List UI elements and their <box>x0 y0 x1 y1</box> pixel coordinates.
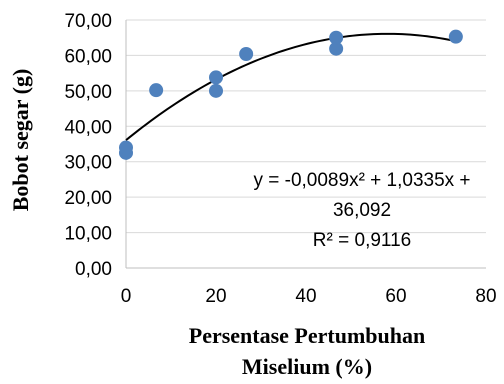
x-tick-label: 40 <box>295 286 316 307</box>
trendline-curve <box>125 32 457 141</box>
data-point <box>329 41 344 56</box>
data-point <box>119 140 133 155</box>
y-tick-label: 30,00 <box>64 153 112 174</box>
data-point <box>329 30 344 45</box>
y-tick-label: 40,00 <box>64 117 112 138</box>
y-tick-labels: 0,00 10,00 20,00 30,00 40,00 50,00 60,00 70,00 <box>64 11 112 280</box>
data-point <box>239 47 254 62</box>
plot-area <box>125 20 486 269</box>
x-tick-label: 20 <box>205 286 226 307</box>
data-point <box>209 70 223 85</box>
x-axis-title-line-2: Miselium (%) <box>242 354 372 379</box>
x-tick-labels: 0 20 40 60 80 <box>121 286 497 307</box>
y-tick-label: 0,00 <box>75 259 112 280</box>
x-axis-title-line-1: Persentase Pertumbuhan <box>189 323 425 348</box>
y-tick-label: 20,00 <box>64 188 112 209</box>
x-tick-label: 80 <box>475 286 496 307</box>
grid-lines <box>126 19 486 269</box>
y-axis-title: Bobot segar (g) <box>8 69 33 212</box>
data-point <box>149 83 164 98</box>
y-tick-label: 60,00 <box>64 46 112 67</box>
y-tick-label: 70,00 <box>64 11 112 32</box>
data-points <box>119 29 463 160</box>
x-tick-label: 0 <box>121 286 132 307</box>
trendline <box>125 32 457 141</box>
equation-line-2: 36,092 <box>333 200 391 221</box>
x-tick-label: 60 <box>385 286 406 307</box>
data-point <box>209 83 223 98</box>
r-squared-label: R² = 0,9116 <box>313 230 411 251</box>
equation-line-1: y = -0,0089x² + 1,0335x + <box>253 170 470 191</box>
y-tick-label: 50,00 <box>64 82 112 103</box>
data-point <box>448 29 463 44</box>
y-tick-label: 10,00 <box>64 224 112 245</box>
